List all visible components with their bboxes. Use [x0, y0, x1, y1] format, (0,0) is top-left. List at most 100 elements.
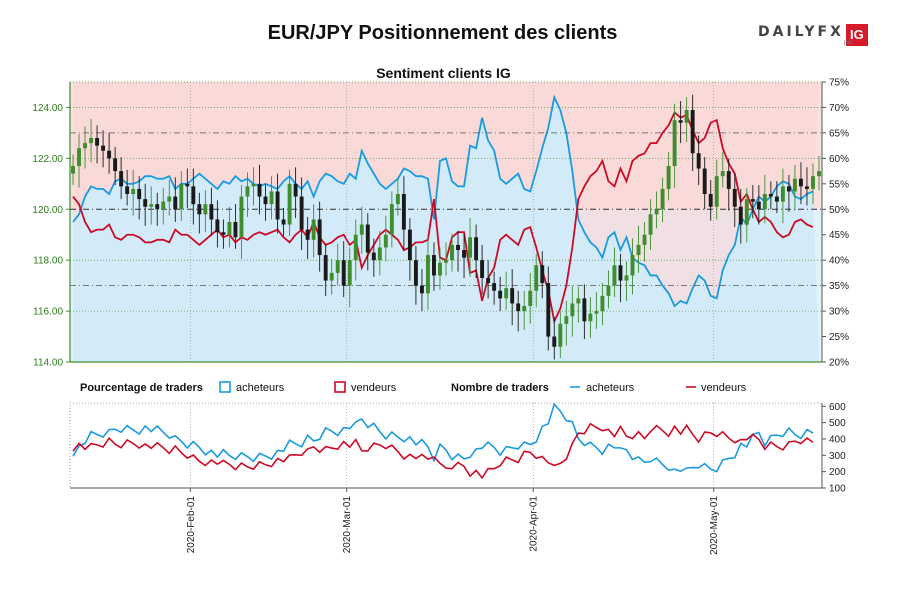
pct-tick-label: 30%: [829, 307, 849, 318]
candle-body: [161, 201, 166, 210]
candle-body: [365, 224, 370, 253]
candle-body: [383, 234, 388, 248]
candle-body: [347, 260, 352, 286]
candle-body: [678, 120, 683, 123]
axes: [69, 82, 823, 363]
candle-body: [113, 158, 118, 172]
candle-body: [636, 244, 641, 256]
candle-body: [77, 148, 81, 166]
candle-body: [143, 199, 148, 207]
candle-body: [690, 110, 695, 154]
candle-body: [720, 171, 725, 177]
candle-body: [738, 206, 743, 225]
candle-body: [510, 288, 515, 304]
buyers-area: [73, 97, 819, 362]
pct-tick-label: 50%: [829, 205, 849, 216]
candle-body: [774, 196, 779, 202]
candle-body: [251, 183, 256, 187]
candle-body: [468, 237, 473, 258]
date-tick-label: 2020-May-01: [709, 496, 720, 555]
candle-body: [89, 138, 94, 144]
candle-body: [179, 183, 184, 210]
candle-body: [311, 219, 316, 240]
pct-tick-label: 60%: [829, 154, 849, 165]
grid-lines: [70, 81, 822, 362]
candle-body: [732, 188, 737, 207]
candle-body: [498, 290, 503, 299]
count-tick-label: 600: [829, 402, 846, 413]
candle-body: [486, 278, 491, 284]
count-tick-label: 100: [829, 484, 846, 495]
count-tick-label: 400: [829, 434, 846, 445]
candle-body: [654, 209, 659, 215]
candle-body: [209, 204, 214, 220]
candle-body: [744, 199, 749, 225]
candle-body: [329, 272, 334, 281]
candle-body: [413, 260, 418, 286]
candle-body: [594, 311, 599, 314]
candle-body: [726, 171, 731, 189]
candle-body: [257, 183, 262, 197]
candle-body: [756, 201, 761, 210]
candle-body: [191, 186, 196, 205]
candle-body: [552, 336, 557, 347]
price-candles: [71, 94, 821, 360]
candle-body: [564, 316, 569, 324]
candle-body: [474, 237, 479, 261]
candle-body: [83, 143, 87, 149]
legend-pct-buyers: acheteurs: [236, 382, 285, 394]
candle-body: [263, 196, 268, 205]
tick-labels: 114.00 116.00 118.00 120.00 122.00 124.00 20% 2…: [32, 78, 849, 369]
legend-pct-sellers-swatch: [334, 381, 346, 393]
date-tick-label: 2020-Feb-01: [186, 496, 197, 554]
candle-body: [359, 224, 364, 235]
trader-count-chart: 100 200 300 400 500 600 2020-Feb-01 2020-Mar-01…: [69, 402, 846, 555]
candle-body: [780, 186, 785, 202]
candle-body: [528, 290, 533, 306]
candle-body: [534, 265, 539, 291]
pct-tick-label: 75%: [829, 78, 849, 89]
candle-body: [131, 188, 136, 194]
candle-body: [444, 260, 448, 263]
candle-body: [606, 285, 611, 296]
candle-body: [600, 295, 605, 312]
candle-body: [805, 186, 809, 189]
candle-body: [233, 222, 238, 238]
candle-body: [323, 255, 328, 281]
candle-body: [798, 178, 803, 187]
legend-count-buyers: acheteurs: [586, 382, 635, 394]
candle-body: [708, 194, 713, 207]
candle-body: [618, 265, 623, 281]
candle-body: [101, 145, 106, 151]
pct-tick-label: 45%: [829, 230, 849, 241]
candle-body: [173, 196, 178, 210]
candle-body: [582, 298, 587, 322]
candle-body: [492, 283, 497, 291]
candle-body: [684, 110, 689, 123]
candle-body: [305, 229, 310, 240]
candle-body: [696, 153, 701, 169]
pct-tick-label: 25%: [829, 332, 849, 343]
candle-body: [456, 244, 460, 250]
candle-body: [576, 298, 581, 304]
candle-body: [71, 166, 75, 174]
candle-body: [221, 232, 226, 235]
pct-sellers-line: [72, 111, 814, 325]
candle-body: [714, 176, 719, 207]
candle-body: [149, 204, 154, 207]
candle-body: [750, 199, 755, 202]
count-tick-label: 500: [829, 418, 846, 429]
candle-body: [107, 150, 112, 159]
candle-body: [570, 303, 575, 317]
candle-body: [786, 186, 791, 192]
legend-pct-title: Pourcentage de traders: [80, 382, 203, 394]
pct-tick-label: 35%: [829, 281, 849, 292]
candle-body: [672, 120, 677, 166]
candle-body: [612, 265, 617, 286]
candle-body: [762, 194, 767, 210]
candle-body: [395, 194, 400, 205]
candle-body: [203, 204, 208, 215]
candle-body: [299, 196, 304, 230]
candle-body: [137, 188, 142, 200]
